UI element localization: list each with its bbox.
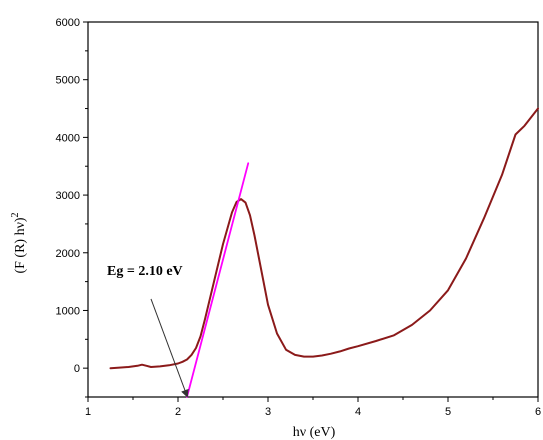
y-tick-label: 2000: [56, 248, 80, 260]
x-tick-label: 2: [175, 406, 181, 418]
y-tick-label: 6000: [56, 17, 80, 29]
annotation-layer: Eg = 2.10 eV: [107, 264, 189, 398]
spectrum-line: [109, 107, 539, 370]
y-tick-label: 3000: [56, 190, 80, 202]
y-tick-label: 5000: [56, 75, 80, 87]
series-layer: [109, 107, 539, 398]
plot-frame: [87, 21, 539, 398]
annotation-text: Eg = 2.10 eV: [107, 264, 183, 279]
x-tick-label: 4: [355, 406, 361, 418]
x-tick-label: 6: [535, 406, 541, 418]
y-tick-label: 4000: [56, 132, 80, 144]
y-axis-title-main: (F (R) hν): [13, 217, 28, 273]
x-tick-label: 3: [265, 406, 271, 418]
y-axis-title: (F (R) hν)2: [10, 212, 28, 273]
x-tick-label: 1: [85, 406, 91, 418]
x-axis-title: hν (eV): [293, 425, 336, 440]
y-tick-label: 0: [74, 363, 80, 375]
x-tick-label: 5: [445, 406, 451, 418]
y-tick-label: 1000: [56, 305, 80, 317]
tangent-line: [186, 162, 250, 398]
annotation-arrow: [150, 298, 189, 398]
axes: 1 2 3 4 5 6 0 1000 2000 3000 4000 5000 6000: [56, 17, 542, 418]
axis-labels: hν (eV) (F (R) hν)2: [10, 212, 336, 440]
y-axis-title-superscript: 2: [10, 212, 21, 217]
